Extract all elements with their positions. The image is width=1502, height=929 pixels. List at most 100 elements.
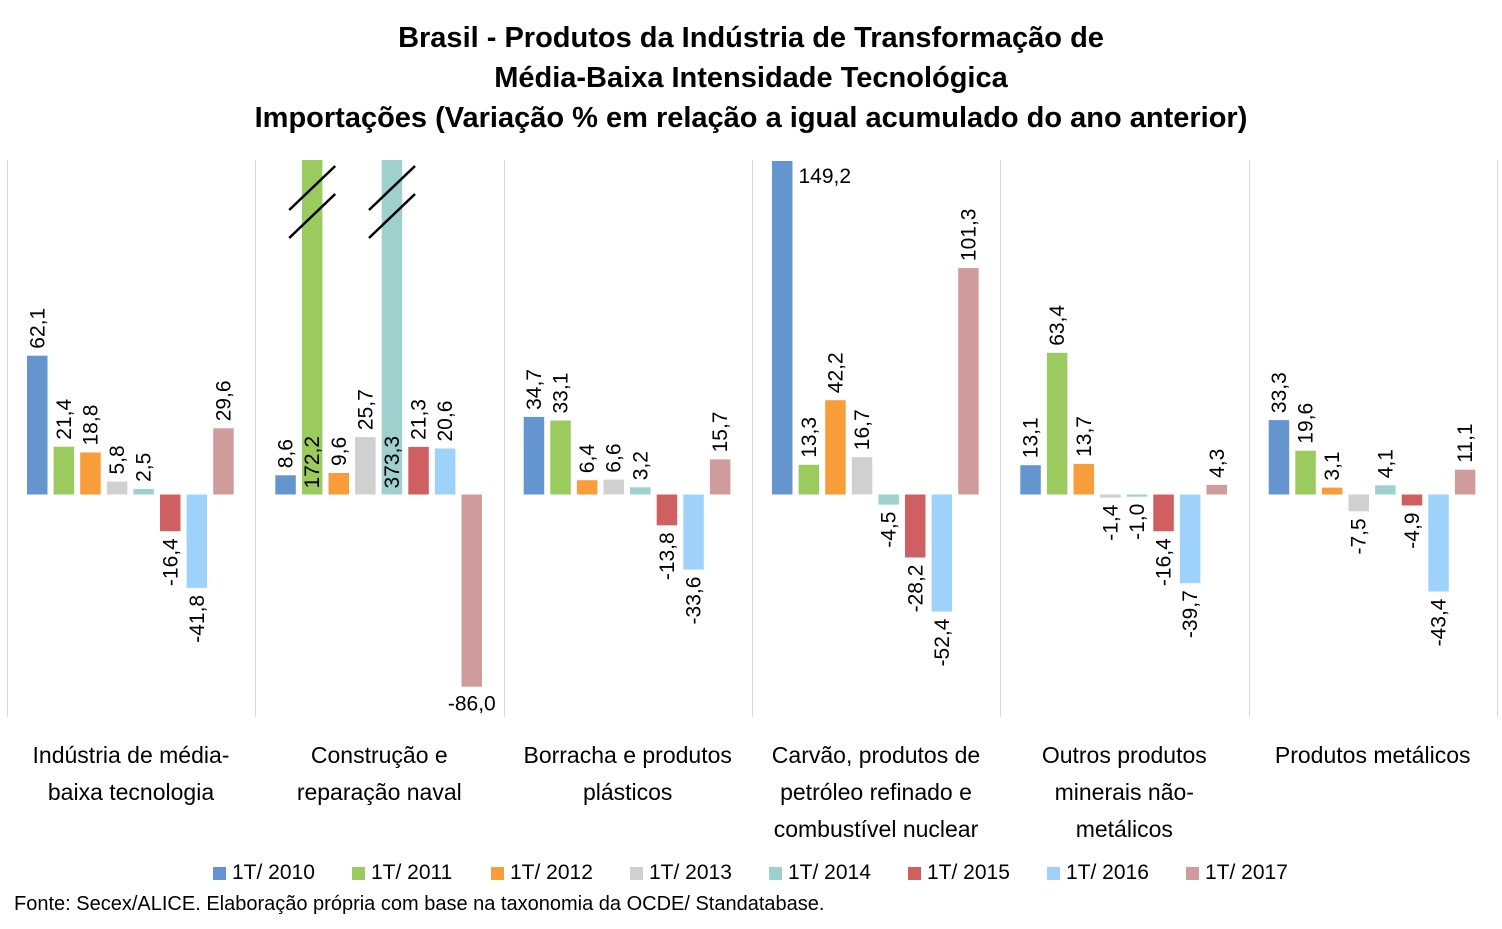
bar-1t-2010: [27, 355, 48, 495]
data-label: 29,6: [213, 380, 236, 421]
data-label: -13,8: [656, 532, 679, 580]
data-label: -52,4: [931, 618, 954, 666]
data-label: 18,8: [80, 405, 103, 446]
legend-item: 1T/ 2012: [491, 858, 593, 888]
bar-1t-2012: [1073, 463, 1094, 495]
data-label: -1,4: [1099, 504, 1122, 541]
bar-1t-2017: [461, 494, 482, 687]
data-label: -86,0: [448, 693, 496, 716]
legend-label: 1T/ 2015: [927, 861, 1010, 884]
bar-1t-2014: [630, 487, 651, 495]
data-label: 13,1: [1020, 417, 1043, 458]
category-label-line: baixa tecnologia: [47, 779, 215, 805]
axis-break-mark: [368, 193, 416, 239]
bar-1t-2013: [355, 437, 376, 495]
data-label: 42,2: [825, 352, 848, 393]
legend-item: 1T/ 2016: [1047, 858, 1149, 888]
category-label: Borracha e produtos plásticos: [504, 737, 752, 811]
data-label: 62,1: [26, 308, 49, 349]
category-label: Outros produtos minerais não-metálicos: [1000, 737, 1248, 848]
axis-break-mark: [288, 165, 337, 211]
data-label: -4,5: [878, 512, 901, 548]
bar-1t-2017: [1454, 469, 1476, 495]
data-label: -4,9: [1401, 513, 1424, 549]
data-label: 6,6: [603, 443, 626, 472]
bar-1t-2017: [958, 268, 979, 495]
chart-title-line-3: Importações (Variação % em relação a igu…: [254, 102, 1248, 134]
data-label: 5,8: [106, 445, 129, 474]
bar-1t-2017: [213, 428, 234, 495]
legend-item: 1T/ 2011: [352, 858, 452, 888]
bar-1t-2013: [1348, 494, 1369, 512]
data-label: 13,7: [1073, 416, 1096, 457]
data-label: 373,3: [381, 436, 404, 489]
bar-1t-2014: [878, 494, 899, 505]
data-label: -28,2: [904, 565, 927, 613]
category-label-line: petróleo refinado e: [780, 779, 972, 805]
bar-1t-2010: [275, 475, 296, 495]
data-label: 2,5: [133, 453, 156, 482]
legend-label: 1T/ 2012: [510, 861, 593, 884]
data-label: 34,7: [523, 369, 546, 410]
legend-label: 1T/ 2013: [649, 861, 732, 884]
chart-title-line-2: Média-Baixa Intensidade Tecnológica: [494, 62, 1008, 94]
data-label: 20,6: [434, 401, 457, 442]
data-label: 15,7: [709, 412, 732, 453]
category-label-line: Indústria de média-: [32, 742, 230, 768]
bar-1t-2010: [1268, 420, 1290, 495]
bar-1t-2014: [133, 488, 154, 495]
data-label: 21,3: [408, 399, 431, 440]
bar-1t-2017: [709, 459, 731, 495]
legend-swatch: [1047, 866, 1060, 880]
data-label: 25,7: [354, 389, 377, 430]
data-label: 9,6: [328, 437, 351, 466]
category-label: Indústria de média-baixa tecnologia: [7, 737, 255, 811]
bar-1t-2014: [381, 160, 403, 495]
bar-1t-2012: [576, 480, 598, 495]
bar-1t-2014: [1375, 485, 1396, 495]
legend-label: 1T/ 2010: [232, 861, 315, 884]
bar-1t-2016: [683, 494, 704, 570]
data-label: 3,2: [629, 451, 652, 480]
legend-label: 1T/ 2011: [371, 861, 453, 884]
bar-1t-2011: [798, 464, 820, 495]
source-note: Fonte: Secex/ALICE. Elaboração própria c…: [14, 893, 825, 915]
bar-1t-2011: [53, 446, 75, 495]
category-label-line: plásticos: [582, 779, 673, 805]
data-label: 101,3: [958, 209, 981, 262]
bar-1t-2014: [1126, 494, 1148, 497]
data-label: 3,1: [1321, 451, 1344, 480]
data-label: -16,4: [159, 538, 182, 586]
category-label-line: metálicos: [1075, 816, 1173, 842]
category-label: Carvão, produtos de petróleo refinado e co…: [752, 737, 1000, 848]
legend-item: 1T/ 2014: [769, 858, 871, 888]
data-label: -7,5: [1348, 518, 1371, 554]
bar-1t-2013: [851, 457, 873, 495]
legend-swatch: [491, 866, 504, 880]
bar-1t-2015: [1153, 494, 1174, 532]
category-label-line: Carvão, produtos de: [771, 742, 981, 768]
bar-1t-2016: [1428, 494, 1449, 592]
axis-break-mark: [368, 165, 416, 211]
bar-1t-2010: [772, 161, 793, 495]
bar-1t-2012: [825, 400, 846, 495]
bar-1t-2016: [1179, 494, 1201, 584]
legend-label: 1T/ 2017: [1205, 861, 1288, 884]
bar-1t-2010: [1020, 465, 1041, 495]
category-label-line: combustível nuclear: [773, 816, 979, 842]
data-label: -39,7: [1179, 590, 1202, 638]
bar-1t-2015: [160, 494, 181, 532]
legend-swatch: [1186, 866, 1199, 880]
data-label: -41,8: [186, 595, 209, 643]
bar-1t-2017: [1206, 484, 1227, 495]
category-label: Produtos metálicos: [1249, 737, 1497, 774]
legend-item: 1T/ 2013: [630, 858, 732, 888]
legend-swatch: [630, 866, 643, 880]
data-label: 19,6: [1295, 403, 1318, 444]
data-label: 16,7: [851, 409, 874, 450]
legend-swatch: [769, 866, 782, 880]
category-label-line: minerais não-: [1054, 779, 1194, 805]
legend-item: 1T/ 2010: [213, 858, 315, 888]
bar-1t-2015: [656, 494, 678, 526]
